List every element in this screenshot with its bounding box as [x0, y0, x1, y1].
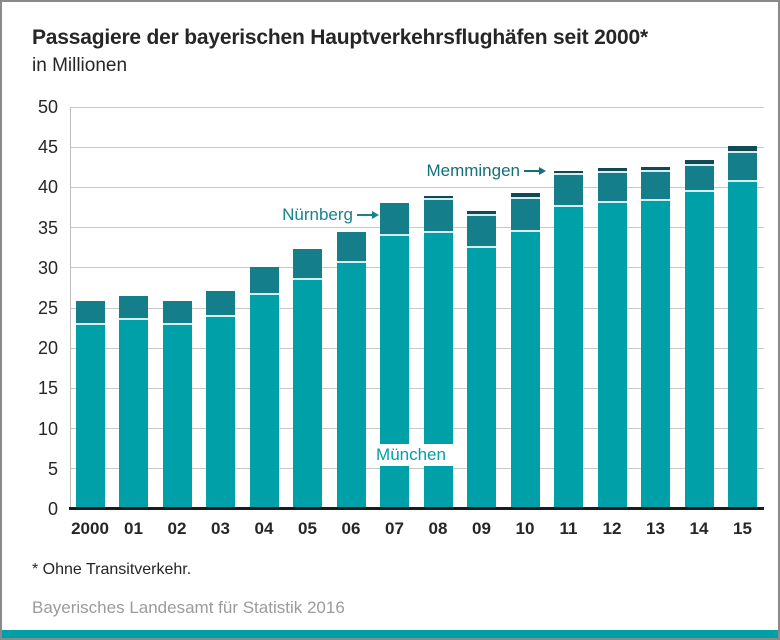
y-tick-label-50: 50 [37, 97, 58, 117]
gridline-y-35 [70, 227, 764, 229]
bar-segment-memmingen-09 [467, 210, 496, 217]
bar-segment-memmingen-13 [641, 167, 670, 173]
x-tick-label-13: 13 [646, 519, 665, 538]
bar-segment-münchen-02 [162, 324, 192, 509]
bar-segment-münchen-01 [119, 320, 148, 509]
x-tick-label-06: 06 [341, 519, 361, 538]
gridline-y-30 [70, 267, 764, 269]
footer-accent-band [2, 630, 778, 638]
arrow-right-icon [539, 167, 546, 175]
bar-segment-nürnberg-03 [206, 291, 235, 317]
bar-segment-nürnberg-13 [641, 172, 670, 202]
y-tick-label-40: 40 [37, 177, 58, 198]
arrow-right-icon [372, 211, 379, 219]
bar-segment-memmingen-11 [554, 170, 583, 176]
x-tick-label-08: 08 [428, 519, 448, 538]
y-tick-label-25: 25 [37, 298, 58, 318]
annotation-label: Memmingen [426, 161, 520, 180]
y-axis-line [70, 107, 71, 509]
bar-segment-münchen-12 [597, 202, 627, 509]
bar-segment-nürnberg-14 [684, 165, 714, 193]
y-tick-label-30: 30 [37, 257, 58, 278]
y-tick-label-10: 10 [37, 418, 58, 439]
x-tick-label-09: 09 [472, 519, 491, 538]
bar-segment-münchen-15 [728, 181, 757, 509]
bar-segment-münchen-04 [249, 295, 279, 509]
gridline-y-50 [70, 106, 764, 108]
annotation-nürnberg: Nürnberg [282, 205, 379, 225]
annotation-label: Nürnberg [282, 205, 353, 224]
bar-segment-nürnberg-09 [467, 216, 496, 248]
y-tick-label-5: 5 [47, 458, 58, 479]
x-tick-label-04: 04 [254, 519, 274, 538]
bar-segment-münchen-07 [380, 236, 409, 509]
x-tick-label-14: 14 [689, 519, 709, 538]
bar-segment-nürnberg-04 [249, 266, 279, 296]
chart-subtitle: in Millionen [32, 55, 128, 76]
bar-segment-münchen-13 [641, 201, 670, 509]
bar-segment-nürnberg-06 [336, 231, 366, 263]
bar-segment-memmingen-08 [423, 196, 453, 201]
bar-segment-nürnberg-15 [728, 152, 757, 182]
gridline-y-25 [70, 307, 764, 309]
bar-segment-münchen-2000 [75, 324, 105, 509]
bar-segment-memmingen-14 [684, 160, 714, 166]
arrow-line [524, 170, 539, 172]
y-tick-label-35: 35 [37, 217, 58, 238]
x-tick-label-15: 15 [733, 519, 752, 538]
x-tick-label-10: 10 [515, 519, 535, 538]
x-tick-label-01: 01 [124, 519, 143, 538]
gridline-y-5 [70, 468, 764, 470]
x-tick-label-07: 07 [385, 519, 404, 538]
x-tick-label-05: 05 [298, 519, 317, 538]
bar-segment-münchen-10 [510, 231, 540, 509]
gridline-y-40 [70, 186, 764, 188]
bar-segment-münchen-03 [206, 316, 235, 509]
bar-segment-nürnberg-05 [293, 249, 322, 280]
gridline-y-10 [70, 428, 764, 430]
y-tick-label-15: 15 [37, 378, 58, 399]
x-tick-label-03: 03 [211, 519, 230, 538]
chart-title: Passagiere der bayerischen Hauptverkehrs… [32, 26, 648, 49]
bar-segment-nürnberg-10 [510, 198, 540, 232]
x-tick-label-11: 11 [559, 519, 578, 538]
bar-segment-münchen-08 [423, 233, 453, 509]
bar-segment-nürnberg-08 [423, 200, 453, 234]
gridline-y-20 [70, 347, 764, 349]
bar-segment-münchen-06 [336, 262, 366, 509]
y-tick-label-20: 20 [37, 338, 58, 359]
bar-segment-memmingen-10 [510, 193, 540, 199]
y-tick-label-0: 0 [47, 499, 58, 519]
bar-segment-münchen-09 [467, 247, 496, 509]
arrow-line [357, 214, 372, 216]
x-tick-label-2000: 2000 [71, 519, 109, 538]
bar-segment-nürnberg-01 [119, 295, 148, 321]
gridline-y-15 [70, 387, 764, 389]
bar-segment-münchen-14 [684, 192, 714, 509]
bar-segment-nürnberg-02 [162, 300, 192, 325]
annotation-memmingen: Memmingen [426, 161, 546, 181]
x-axis-line [69, 507, 764, 510]
annotation-münchen: München [369, 444, 453, 466]
source-credit: Bayerisches Landesamt für Statistik 2016 [32, 598, 345, 617]
bar-segment-memmingen-12 [597, 168, 627, 173]
bar-segment-münchen-11 [554, 206, 583, 509]
chart-footnote: * Ohne Transitverkehr. [32, 561, 192, 578]
bar-segment-nürnberg-11 [554, 175, 583, 207]
bar-segment-memmingen-15 [728, 146, 757, 153]
bar-segment-nürnberg-07 [380, 203, 409, 237]
x-tick-label-02: 02 [167, 519, 187, 538]
gridline-y-45 [70, 146, 764, 148]
bar-segment-nürnberg-2000 [75, 300, 105, 325]
x-tick-label-12: 12 [602, 519, 622, 538]
y-tick-label-45: 45 [37, 137, 58, 158]
bar-segment-münchen-05 [293, 279, 322, 509]
bar-segment-nürnberg-12 [597, 172, 627, 203]
